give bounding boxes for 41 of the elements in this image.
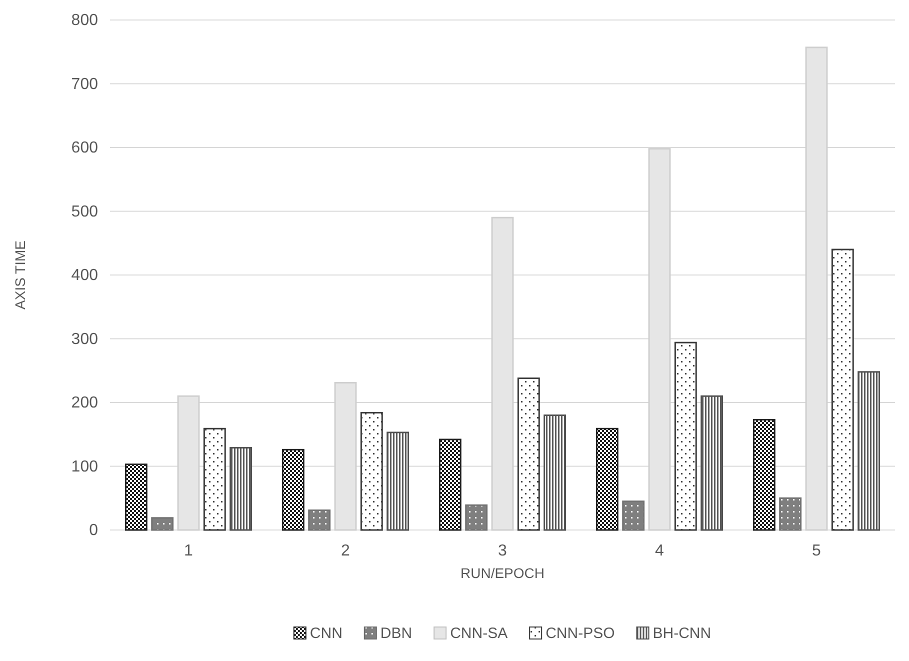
bar xyxy=(438,438,462,531)
legend-label: CNN xyxy=(310,625,342,642)
y-tick-label: 600 xyxy=(71,140,98,157)
y-tick-label: 100 xyxy=(71,458,98,476)
bar xyxy=(622,500,645,531)
bar xyxy=(465,504,488,531)
y-tick-label: 400 xyxy=(71,267,98,284)
x-axis-title: RUN/EPOCH xyxy=(460,565,545,581)
x-tick-label: 4 xyxy=(655,542,664,560)
bar xyxy=(308,509,331,531)
y-axis-title: AXIS TIME xyxy=(12,240,28,310)
y-tick-label: 500 xyxy=(71,203,98,220)
y-tick-label: 800 xyxy=(71,12,98,30)
bar xyxy=(151,517,174,531)
bar xyxy=(230,447,252,531)
bar xyxy=(596,428,618,531)
bar xyxy=(124,464,148,531)
bar xyxy=(700,395,724,531)
bar xyxy=(831,248,854,531)
bar xyxy=(752,418,776,531)
bar xyxy=(544,414,566,531)
x-tick-label: 1 xyxy=(184,542,194,560)
y-tick-label: 700 xyxy=(71,76,98,93)
bar xyxy=(360,412,383,531)
bar xyxy=(779,497,802,531)
x-tick-label: 5 xyxy=(812,542,822,560)
legend-label: CNN-PSO xyxy=(546,625,615,642)
legend-label: CNN-SA xyxy=(450,625,508,642)
legend-label: BH-CNN xyxy=(652,625,712,642)
bar xyxy=(203,428,226,531)
y-tick-label: 0 xyxy=(89,522,98,540)
bar xyxy=(517,378,540,531)
bar xyxy=(386,432,410,531)
bar xyxy=(674,342,697,531)
legend-label: DBN xyxy=(380,625,412,642)
y-tick-label: 300 xyxy=(71,330,98,348)
x-tick-label: 3 xyxy=(498,542,508,560)
bar xyxy=(858,371,880,531)
x-tick-label: 2 xyxy=(341,542,350,560)
bar xyxy=(282,448,304,531)
y-tick-label: 200 xyxy=(71,394,98,412)
